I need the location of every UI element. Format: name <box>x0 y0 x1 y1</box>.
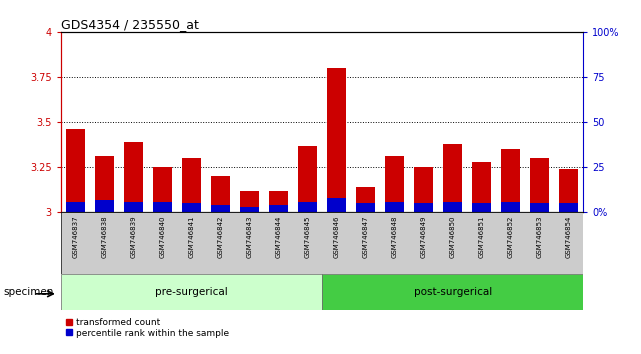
Bar <box>444 201 462 212</box>
Bar <box>385 156 404 212</box>
Text: GSM746837: GSM746837 <box>72 216 78 258</box>
Bar <box>61 274 322 310</box>
Bar <box>95 200 114 212</box>
Bar <box>444 144 462 212</box>
Bar <box>269 205 288 212</box>
Text: GSM746844: GSM746844 <box>276 216 281 258</box>
Bar <box>530 203 549 212</box>
Bar <box>66 129 85 212</box>
Bar <box>124 201 143 212</box>
Legend: transformed count, percentile rank within the sample: transformed count, percentile rank withi… <box>65 318 229 338</box>
Bar <box>269 191 288 212</box>
Bar <box>414 203 433 212</box>
Text: GSM746838: GSM746838 <box>101 216 108 258</box>
Bar <box>327 198 346 212</box>
Bar <box>124 142 143 212</box>
Bar <box>240 207 259 212</box>
Text: GSM746840: GSM746840 <box>160 216 165 258</box>
Bar <box>472 203 491 212</box>
Bar <box>66 201 85 212</box>
Text: GSM746846: GSM746846 <box>333 216 340 258</box>
Bar <box>472 162 491 212</box>
Bar <box>501 149 520 212</box>
Text: GSM746848: GSM746848 <box>392 216 397 258</box>
Bar <box>182 158 201 212</box>
Text: GSM746854: GSM746854 <box>566 216 572 258</box>
Text: GSM746843: GSM746843 <box>247 216 253 258</box>
Bar <box>530 158 549 212</box>
Text: pre-surgerical: pre-surgerical <box>155 287 228 297</box>
Bar <box>211 205 230 212</box>
Text: GSM746839: GSM746839 <box>131 216 137 258</box>
Bar <box>385 201 404 212</box>
Bar <box>211 176 230 212</box>
Bar <box>95 156 114 212</box>
Bar <box>501 201 520 212</box>
Bar <box>153 167 172 212</box>
Text: GSM746849: GSM746849 <box>420 216 427 258</box>
Bar <box>414 167 433 212</box>
Text: specimen: specimen <box>3 287 54 297</box>
Bar <box>182 203 201 212</box>
Bar <box>298 201 317 212</box>
Bar <box>298 145 317 212</box>
Bar <box>153 201 172 212</box>
Text: GSM746841: GSM746841 <box>188 216 194 258</box>
Bar <box>356 187 375 212</box>
Text: GSM746852: GSM746852 <box>508 216 513 258</box>
Bar <box>560 169 578 212</box>
Text: GSM746847: GSM746847 <box>363 216 369 258</box>
Text: GSM746850: GSM746850 <box>450 216 456 258</box>
Bar <box>560 203 578 212</box>
Text: GSM746851: GSM746851 <box>479 216 485 258</box>
Bar <box>322 274 583 310</box>
Text: GSM746853: GSM746853 <box>537 216 543 258</box>
Bar <box>327 68 346 212</box>
Bar <box>356 203 375 212</box>
Text: GDS4354 / 235550_at: GDS4354 / 235550_at <box>61 18 199 31</box>
Bar <box>240 191 259 212</box>
Text: post-surgerical: post-surgerical <box>413 287 492 297</box>
Text: GSM746845: GSM746845 <box>304 216 311 258</box>
Text: GSM746842: GSM746842 <box>217 216 224 258</box>
